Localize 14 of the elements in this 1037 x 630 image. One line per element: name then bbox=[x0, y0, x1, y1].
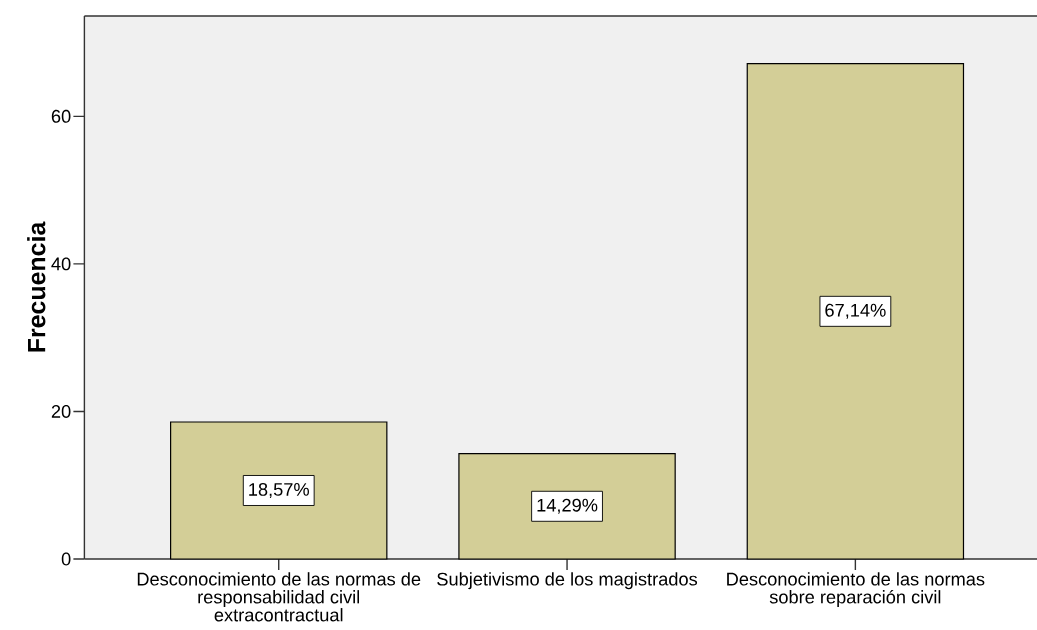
y-tick-label: 0 bbox=[61, 552, 71, 566]
data-label: 14,29% bbox=[537, 498, 598, 514]
bar bbox=[746, 63, 965, 560]
y-tick-label: 40 bbox=[51, 257, 71, 271]
x-tick-label: Desconocimiento de las normas de responsabilidad civil extracontractual bbox=[137, 572, 421, 622]
x-tick-label: Subjetivismo de los magistrados bbox=[437, 572, 698, 590]
y-tick-label: 20 bbox=[51, 404, 71, 418]
data-label: 67,14% bbox=[825, 303, 886, 319]
y-axis-title: Frecuencia bbox=[27, 221, 46, 352]
data-label: 18,57% bbox=[249, 482, 309, 499]
bar bbox=[170, 421, 388, 560]
bar bbox=[458, 452, 676, 560]
x-tick-label: Desconocimiento de las normas sobre reparación civil bbox=[727, 572, 985, 608]
y-tick-label: 60 bbox=[51, 109, 71, 123]
